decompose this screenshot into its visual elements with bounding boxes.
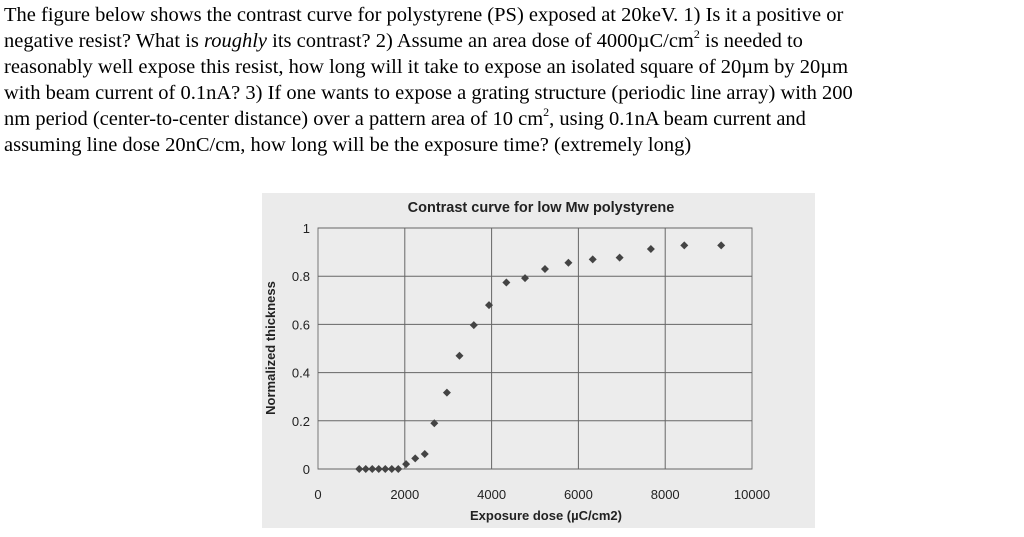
question-line: with beam current of 0.1nA? 3) If one wa… [4,82,853,104]
question-text: The figure below shows the contrast curv… [4,2,1024,158]
data-point [430,419,439,428]
data-point [411,454,420,463]
data-point [521,274,530,283]
x-tick-label: 0 [314,487,321,502]
data-point [381,465,390,473]
data-point [615,253,624,262]
data-point [588,255,597,264]
y-axis-label: Normalized thickness [263,281,278,415]
question-line: The figure below shows the contrast curv… [4,4,844,26]
italic-text: roughly [204,30,268,52]
text: negative resist? What is [4,30,205,52]
data-point [394,465,403,473]
question-line: assuming line dose 20nC/cm, how long wil… [4,134,692,156]
data-point [374,465,383,473]
data-point [402,460,411,469]
y-tick-label: 0.6 [292,317,310,332]
y-tick-label: 0.8 [292,269,310,284]
x-tick-label: 2000 [390,487,419,502]
text: its contrast? 2) Assume an area dose of … [267,30,694,52]
data-point [355,465,364,473]
data-point [469,321,478,330]
data-point [455,351,464,360]
data-point [368,465,377,473]
data-point [717,241,726,250]
chart-title: Contrast curve for low Mw polystyrene [408,200,675,216]
x-tick-label: 6000 [564,487,593,502]
contrast-chart: Contrast curve for low Mw polystyrene Ex… [262,193,815,528]
question-line: nm period (center-to-center distance) ov… [4,106,1024,132]
text: is needed to [699,30,803,52]
y-tick-label: 0 [303,462,310,477]
question-line: reasonably well expose this resist, how … [4,56,849,78]
data-point [387,465,396,473]
data-point [361,465,370,473]
question-line: negative resist? What is roughly its con… [4,28,1024,54]
x-axis-label: Exposure dose (µC/cm2) [470,508,622,523]
chart-svg: Contrast curve for low Mw polystyrene Ex… [263,200,770,523]
data-point [420,450,429,459]
x-tick-label: 10000 [734,487,770,502]
text: nm period (center-to-center distance) ov… [4,108,544,130]
y-tick-label: 0.4 [292,366,310,381]
x-tick-label: 4000 [477,487,506,502]
data-point [646,244,655,253]
superscript: 2 [543,105,550,119]
data-point [680,241,689,250]
superscript: 2 [693,27,700,41]
y-tick-label: 0.2 [292,414,310,429]
text: , using 0.1nA beam current and [549,108,806,130]
data-point [442,388,451,397]
data-point [502,278,511,287]
y-tick-label: 1 [303,221,310,236]
data-point [540,264,549,273]
data-point [484,301,493,310]
x-tick-label: 8000 [651,487,680,502]
data-point [564,258,573,267]
plot-area [317,227,753,470]
